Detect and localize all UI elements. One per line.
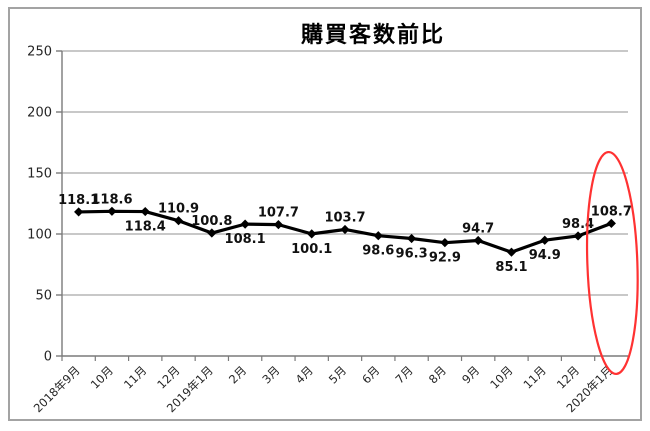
x-tick-label: 5月	[326, 363, 349, 386]
x-tick-label: 6月	[359, 363, 382, 386]
chart-frame: 購買客数前比 0 50 100 150 200 250 2018年9月 10月 11月 12月 20…	[8, 7, 642, 421]
y-tick-label: 150	[27, 167, 52, 182]
y-tick-label: 0	[44, 350, 52, 365]
x-tick-label: 10月	[88, 363, 116, 391]
data-point-marker	[273, 220, 284, 230]
data-point-marker	[307, 229, 317, 239]
x-tick-label: 12月	[554, 363, 582, 391]
data-point-marker	[107, 206, 117, 216]
data-point-marker	[406, 233, 417, 244]
x-tick-label: 9月	[459, 363, 482, 386]
x-tick-label: 2月	[226, 363, 249, 386]
y-tick-label: 250	[27, 45, 52, 60]
data-point-marker	[74, 207, 84, 217]
data-label: 118.4	[125, 220, 166, 235]
x-tick-label: 2018年9月	[31, 363, 83, 415]
data-label: 92.9	[429, 251, 461, 266]
data-point-marker	[606, 218, 616, 228]
x-tick-label: 4月	[293, 363, 316, 386]
data-point-marker	[240, 219, 250, 229]
data-label: 98.4	[562, 217, 594, 232]
data-point-marker	[440, 238, 450, 248]
data-label: 118.6	[91, 192, 132, 207]
data-label: 118.1	[58, 193, 99, 208]
data-label: 85.1	[495, 260, 527, 275]
data-label: 96.3	[396, 247, 428, 262]
data-point-marker	[207, 228, 217, 238]
x-tick-label: 11月	[521, 363, 549, 391]
data-point-marker	[373, 231, 383, 241]
x-tick-label: 11月	[121, 363, 149, 391]
data-label: 98.6	[362, 244, 394, 259]
data-point-marker	[140, 206, 150, 217]
data-label: 108.7	[591, 204, 632, 219]
y-tick-label: 100	[27, 228, 52, 243]
data-label: 107.7	[258, 206, 299, 221]
data-label: 108.1	[225, 232, 266, 247]
y-tick-label: 50	[35, 289, 52, 304]
data-point-marker	[540, 235, 550, 245]
y-tick-label: 200	[27, 106, 52, 121]
x-tick-label: 12月	[154, 363, 182, 391]
x-tick-label: 7月	[392, 363, 415, 386]
x-tick-label: 10月	[487, 363, 515, 391]
data-point-marker	[173, 216, 184, 226]
highlight-ellipse	[585, 150, 639, 376]
data-label: 100.1	[291, 242, 332, 257]
data-label: 103.7	[324, 210, 365, 225]
data-label: 94.9	[529, 248, 561, 263]
x-tick-label: 8月	[426, 363, 449, 386]
data-point-marker	[573, 231, 583, 241]
data-label: 94.7	[462, 221, 494, 236]
data-label: 110.9	[158, 202, 199, 217]
data-point-marker	[473, 235, 483, 246]
x-tick-label: 3月	[259, 363, 282, 386]
data-point-marker	[506, 247, 517, 257]
chart-title: 購買客数前比	[300, 23, 445, 48]
data-point-marker	[340, 224, 350, 235]
data-label: 100.8	[191, 214, 232, 229]
